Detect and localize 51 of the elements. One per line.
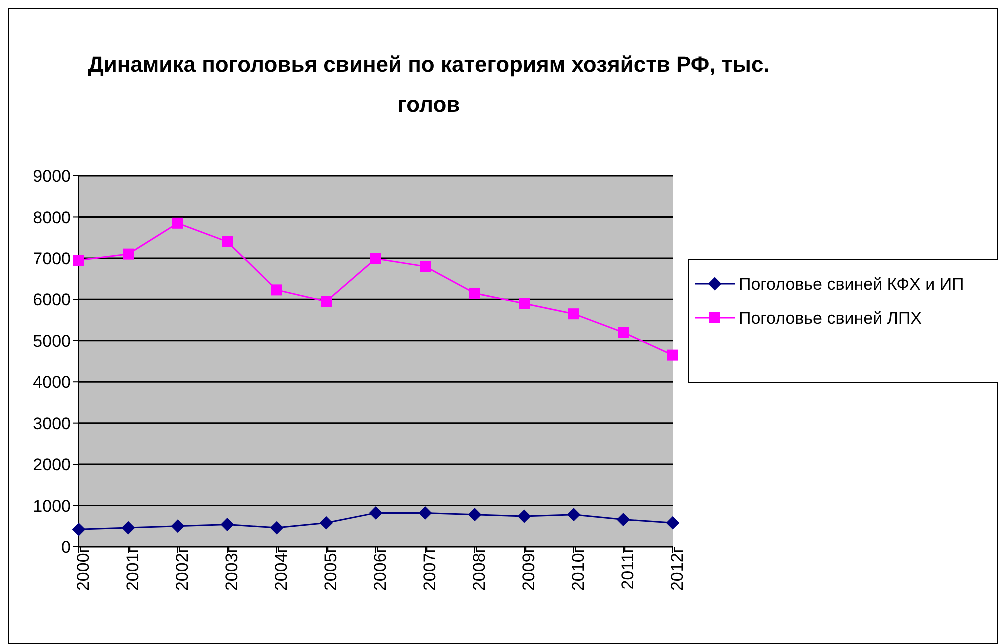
point: [123, 248, 134, 260]
legend-label: Поголовье свиней КФХ и ИП: [739, 274, 964, 296]
legend-label: Поголовье свиней ЛПХ: [739, 308, 922, 330]
point: [666, 516, 680, 530]
y-tick-label: 4000: [33, 373, 71, 392]
point: [419, 506, 432, 520]
x-tick-label: 2009г: [520, 547, 539, 592]
y-tick-label: 8000: [33, 208, 71, 228]
point: [172, 520, 184, 533]
point: [370, 506, 382, 520]
x-tick-label: 2004г: [272, 547, 292, 592]
point: [272, 284, 282, 296]
y-tick-label: 7000: [33, 249, 71, 268]
point: [470, 288, 480, 299]
x-tick-label: 2006г: [371, 547, 390, 592]
y-tick-label: 0: [62, 538, 71, 558]
point: [420, 261, 431, 272]
y-tick-label: 3000: [33, 414, 71, 434]
point: [617, 513, 630, 526]
point: [370, 253, 382, 264]
point: [568, 308, 580, 320]
point: [72, 523, 86, 536]
point: [221, 518, 234, 532]
y-tick-label: 6000: [33, 290, 71, 310]
point: [172, 218, 184, 229]
x-tick-label: 2000г: [74, 547, 94, 592]
x-tick-label: 2010г: [569, 547, 588, 592]
x-tick-label: 2011г: [618, 547, 638, 590]
point: [568, 508, 580, 522]
y-tick-label: 9000: [33, 167, 71, 186]
x-tick-label: 2007г: [420, 547, 440, 592]
point: [519, 298, 530, 310]
point: [222, 236, 233, 248]
point: [270, 522, 284, 535]
point: [518, 510, 531, 523]
chart-title: Динамика поголовья свиней по категориям хозяйств РФ, тыс. голов: [87, 51, 771, 119]
y-tick-label: 1000: [33, 496, 71, 516]
point: [668, 350, 678, 361]
y-tick-label: 2000: [33, 456, 71, 475]
point: [320, 516, 333, 530]
x-tick-label: 2012г: [668, 547, 688, 592]
point: [618, 327, 629, 338]
y-tick-label: 5000: [33, 332, 71, 351]
point: [321, 296, 332, 308]
point: [468, 508, 482, 522]
point: [122, 522, 135, 535]
x-tick-label: 2003г: [222, 547, 242, 592]
x-tick-label: 2001г: [124, 547, 143, 592]
x-tick-label: 2002г: [173, 547, 192, 592]
x-tick-label: 2008г: [470, 547, 490, 592]
x-tick-label: 2005г: [322, 547, 341, 592]
